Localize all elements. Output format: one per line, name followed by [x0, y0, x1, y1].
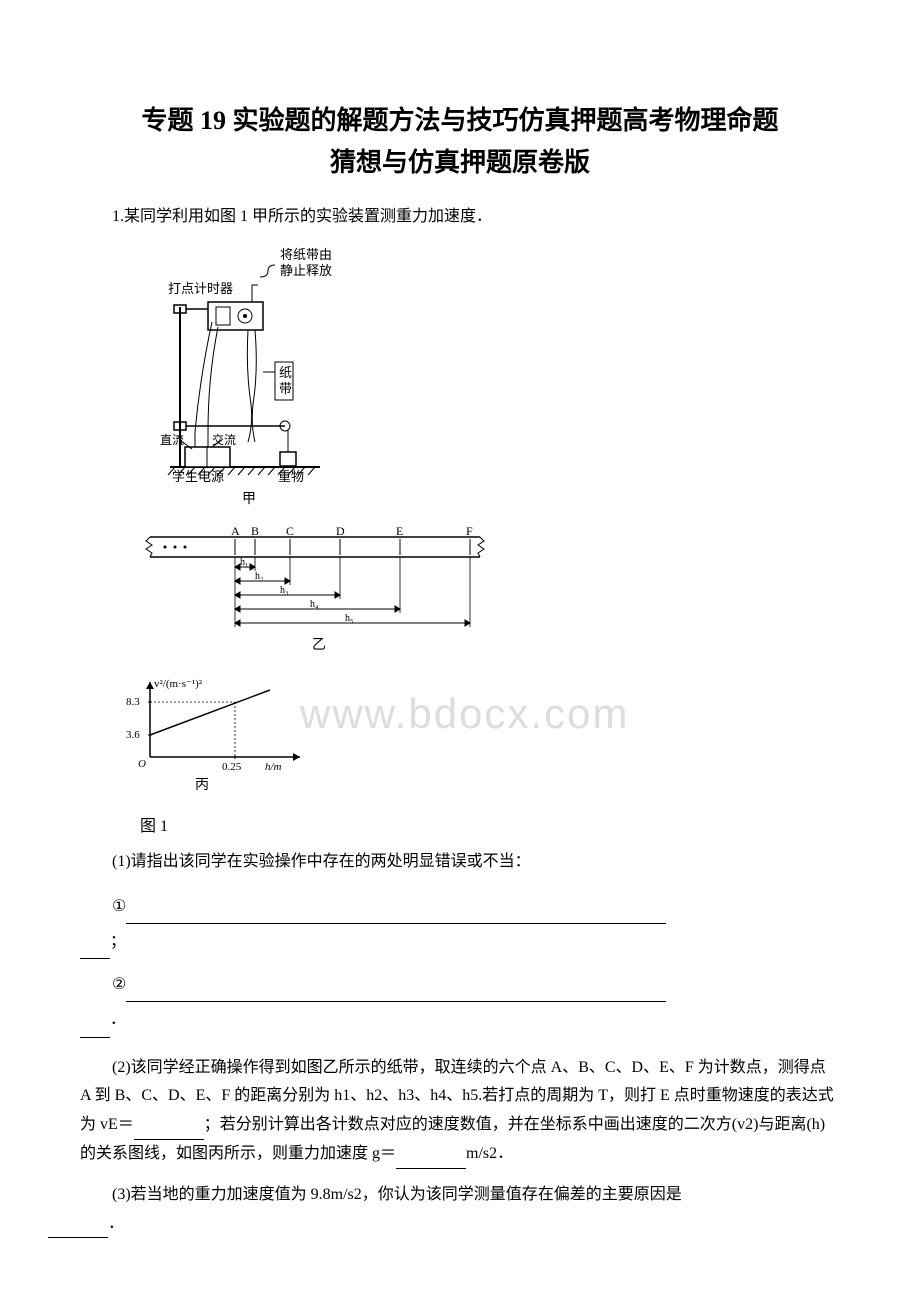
title-line-2: 猜想与仿真押题原卷版 [330, 148, 590, 177]
figure-jia: 将纸带由 静止释放 打点计时器 [160, 247, 840, 512]
point-C: C [286, 527, 294, 538]
page-container: www.bdocx.com 专题 19 实验题的解题方法与技巧仿真押题高考物理命… [80, 100, 840, 1238]
label-strip: 纸 [279, 365, 292, 380]
label-release-2: 静止释放 [280, 263, 332, 278]
blank-1-line-2 [80, 958, 110, 959]
h4: h₄ [310, 599, 319, 610]
figure-main-label: 图 1 [140, 812, 840, 836]
blank-2-suffix: ． [110, 1011, 126, 1028]
blank-2-line [126, 1001, 666, 1002]
caption-yi: 乙 [312, 637, 326, 653]
blank-1-suffix: ； [110, 933, 126, 950]
point-D: D [336, 527, 345, 538]
q3-part2: ． [108, 1215, 124, 1232]
sub-question-2: (2)该同学经正确操作得到如图乙所示的纸带，取连续的六个点 A、B、C、D、E、… [80, 1054, 840, 1169]
x-axis-label: h/m [265, 761, 282, 773]
blank-1-prefix: ① [112, 889, 126, 924]
document-title: 专题 19 实验题的解题方法与技巧仿真押题高考物理命题 猜想与仿真押题原卷版 [80, 100, 840, 183]
content: 专题 19 实验题的解题方法与技巧仿真押题高考物理命题 猜想与仿真押题原卷版 1… [80, 100, 840, 1238]
sub-question-3: (3)若当地的重力加速度值为 9.8m/s2，你认为该同学测量值存在偏差的主要原… [80, 1181, 840, 1239]
q2-part2: ；若分别计算出各计数点对应的速度数值，并在坐标系中画出速度的二次方(v2)与距离… [80, 1116, 825, 1162]
blank-2-line-2 [80, 1037, 110, 1038]
q2-part3: m/s2． [466, 1145, 513, 1162]
tape-diagram: A B C D E F [140, 527, 500, 657]
figure-bing: v²/(m·s⁻¹)² 8.3 3.6 O 0.25 h/m 丙 [110, 677, 840, 797]
h3: h₃ [280, 585, 289, 596]
point-E: E [396, 527, 403, 538]
figure-yi: A B C D E F [140, 527, 840, 662]
blank-reason [48, 1237, 108, 1238]
point-B: B [251, 527, 259, 538]
y-tick-83: 8.3 [126, 696, 140, 708]
graph-diagram: v²/(m·s⁻¹)² 8.3 3.6 O 0.25 h/m 丙 [110, 677, 310, 792]
label-weight: 重物 [278, 469, 304, 484]
label-release-1: 将纸带由 [280, 247, 332, 262]
label-timer: 打点计时器 [168, 281, 233, 296]
blank-g [396, 1168, 466, 1169]
blank-answer-1: ① ； [80, 889, 840, 959]
question-1-intro: 1.某同学利用如图 1 甲所示的实验装置测重力加速度． [80, 203, 840, 232]
blank-vE [134, 1139, 204, 1140]
x-tick-025: 0.25 [222, 761, 242, 773]
blank-answer-2: ② ． [80, 967, 840, 1037]
blank-1-line [126, 923, 666, 924]
sub-question-1: (1)请指出该同学在实验操作中存在的两处明显错误或不当： [80, 848, 840, 877]
origin-label: O [138, 758, 146, 770]
apparatus-diagram: 将纸带由 静止释放 打点计时器 [160, 247, 380, 507]
caption-bing: 丙 [195, 778, 209, 792]
y-tick-36: 3.6 [126, 729, 140, 741]
y-axis-label: v²/(m·s⁻¹)² [154, 678, 203, 690]
blank-2-prefix: ② [112, 967, 126, 1002]
h5: h₅ [345, 613, 354, 624]
h2: h₂ [255, 571, 264, 582]
h1: h₁ [240, 557, 249, 568]
point-A: A [231, 527, 240, 538]
label-strip2: 带 [279, 381, 292, 396]
title-line-1: 专题 19 实验题的解题方法与技巧仿真押题高考物理命题 [141, 106, 778, 135]
caption-jia: 甲 [242, 492, 256, 507]
q3-part1: (3)若当地的重力加速度值为 9.8m/s2，你认为该同学测量值存在偏差的主要原… [112, 1186, 682, 1203]
label-power: 学生电源 [172, 469, 224, 484]
point-F: F [466, 527, 473, 538]
